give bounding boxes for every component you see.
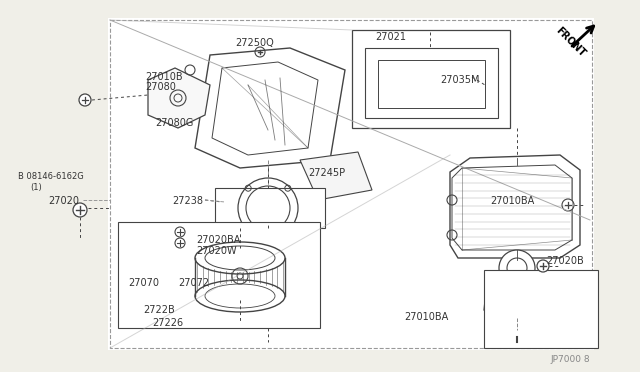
Polygon shape <box>195 48 345 168</box>
Text: 27020W: 27020W <box>196 246 237 256</box>
Text: FRONT: FRONT <box>554 25 587 59</box>
Text: 27021: 27021 <box>375 32 406 42</box>
Polygon shape <box>300 152 372 200</box>
Text: 27020: 27020 <box>48 196 79 206</box>
Bar <box>108 18 594 350</box>
Text: 27020B: 27020B <box>546 256 584 266</box>
Text: 27245P: 27245P <box>308 168 345 178</box>
Text: JP7000 8: JP7000 8 <box>550 355 590 364</box>
Text: 27080: 27080 <box>145 82 176 92</box>
Circle shape <box>79 94 91 106</box>
Circle shape <box>175 227 185 237</box>
Circle shape <box>562 199 574 211</box>
Text: 27070: 27070 <box>128 278 159 288</box>
Bar <box>118 222 320 328</box>
Circle shape <box>537 260 549 272</box>
Circle shape <box>73 203 87 217</box>
Bar <box>352 30 510 128</box>
Text: 27035M: 27035M <box>440 75 479 85</box>
Text: 27250Q: 27250Q <box>235 38 274 48</box>
Circle shape <box>175 238 185 248</box>
Circle shape <box>499 250 535 286</box>
Text: 27010BA: 27010BA <box>490 196 534 206</box>
Bar <box>484 270 598 348</box>
Text: 27226: 27226 <box>152 318 183 328</box>
Text: 27072: 27072 <box>178 278 209 288</box>
Text: (1): (1) <box>30 183 42 192</box>
Polygon shape <box>148 68 210 128</box>
Text: B 08146-6162G: B 08146-6162G <box>18 172 84 181</box>
Text: 2722B: 2722B <box>143 305 175 315</box>
Text: 27010BA: 27010BA <box>404 312 448 322</box>
Text: 27080G: 27080G <box>155 118 193 128</box>
Text: 27020BA: 27020BA <box>196 235 241 245</box>
Bar <box>215 188 325 228</box>
Polygon shape <box>484 272 550 318</box>
Polygon shape <box>450 155 580 258</box>
Text: 27010B: 27010B <box>145 72 182 82</box>
Text: 27238: 27238 <box>172 196 203 206</box>
Bar <box>110 20 592 348</box>
